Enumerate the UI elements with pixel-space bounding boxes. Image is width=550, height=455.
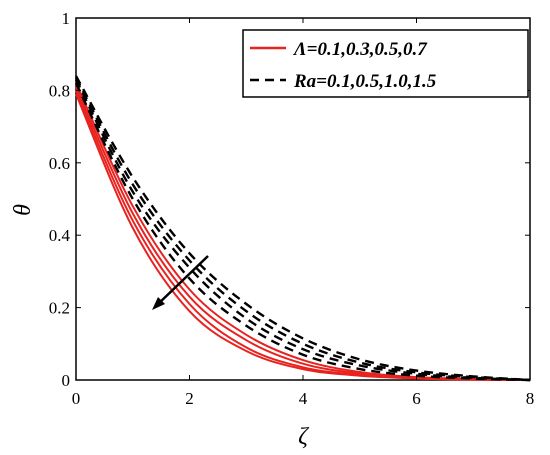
y-tick-label: 1 xyxy=(62,9,71,28)
x-tick-label: 8 xyxy=(526,389,535,408)
ra-dashed-curve-5 xyxy=(74,78,531,382)
ra-dashed-curve-6 xyxy=(74,77,531,382)
series-layer xyxy=(74,75,531,382)
legend-box xyxy=(242,29,529,98)
annotation-arrow xyxy=(152,255,209,310)
x-tick-label: 6 xyxy=(412,389,421,408)
y-tick-label: 0.8 xyxy=(49,81,70,100)
ra-dashed-curve-7 xyxy=(74,75,531,382)
legend-label-ra: Ra=0.1,0.5,1.0,1.5 xyxy=(293,71,437,92)
y-tick-label: 0.2 xyxy=(49,299,70,318)
legend-label-lambda: Λ=0.1,0.3,0.5,0.7 xyxy=(292,39,428,60)
x-tick-label: 0 xyxy=(72,389,81,408)
x-tick-label: 2 xyxy=(185,389,194,408)
y-axis-label: θ xyxy=(10,204,36,216)
y-tick-label: 0.6 xyxy=(49,154,70,173)
y-tick-label: 0 xyxy=(62,371,71,390)
x-axis-label: ζ xyxy=(298,424,310,450)
x-tick-label: 4 xyxy=(299,389,308,408)
legend: Λ=0.1,0.3,0.5,0.7 Ra=0.1,0.5,1.0,1.5 xyxy=(242,29,529,98)
tick-layer: 0 2 4 6 8 0 0.2 0.4 0.6 0.8 1 xyxy=(49,9,535,408)
y-tick-label: 0.4 xyxy=(49,226,71,245)
